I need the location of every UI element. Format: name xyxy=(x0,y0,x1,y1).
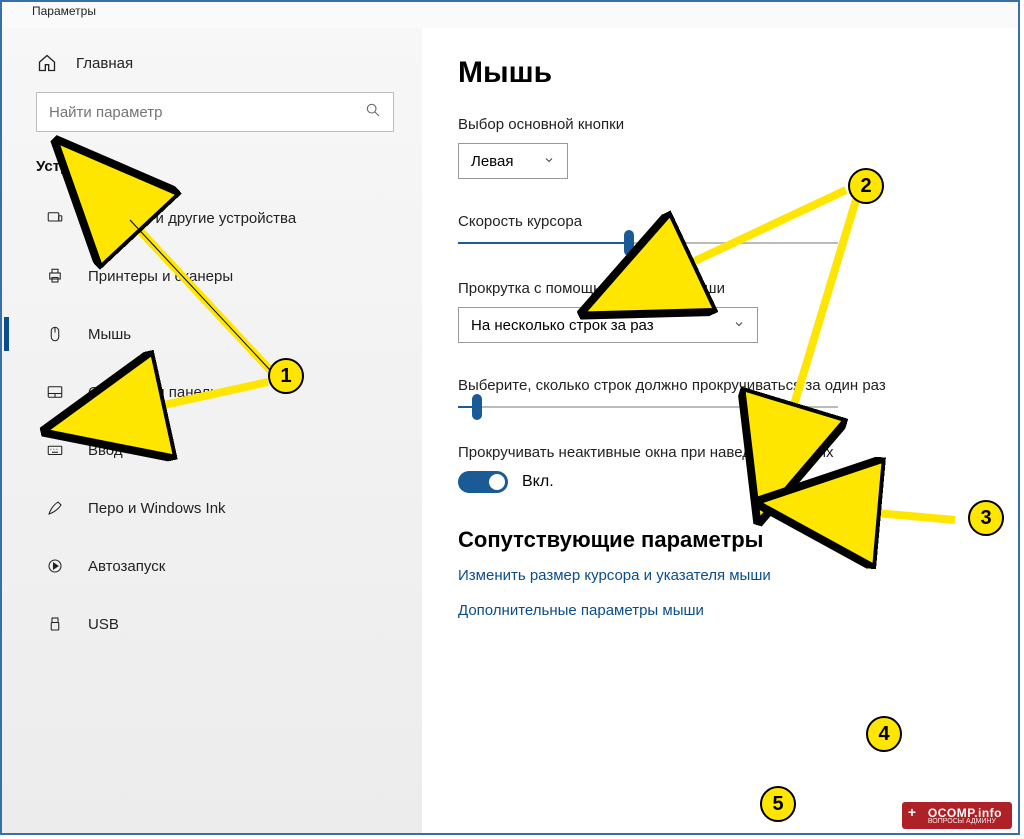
sidebar-item-mouse[interactable]: Мышь xyxy=(2,305,422,363)
annotation-badge-3: 3 xyxy=(968,500,1004,536)
sidebar: Главная Устройства Bluetooth и другие ус… xyxy=(2,28,422,833)
sidebar-section-title: Устройства xyxy=(2,150,422,189)
sidebar-item-touchpad[interactable]: Сенсорная панель xyxy=(2,363,422,421)
wheel-scroll-label: Прокрутка с помощью колесика мыши xyxy=(458,280,982,297)
sidebar-item-label: Ввод xyxy=(88,442,123,459)
sidebar-item-usb[interactable]: USB xyxy=(2,595,422,653)
annotation-badge-2: 2 xyxy=(848,168,884,204)
pen-icon xyxy=(44,497,66,519)
annotation-badge-5: 5 xyxy=(760,786,796,822)
wheel-scroll-value: На несколько строк за раз xyxy=(471,317,654,334)
touchpad-icon xyxy=(44,381,66,403)
sidebar-item-label: Сенсорная панель xyxy=(88,384,218,401)
search-input-wrapper[interactable] xyxy=(36,92,394,132)
autoplay-icon xyxy=(44,555,66,577)
main-panel: Мышь Выбор основной кнопки Левая Скорост… xyxy=(422,28,1018,833)
lines-scroll-label: Выберите, сколько строк должно прокручив… xyxy=(458,377,982,394)
primary-button-value: Левая xyxy=(471,153,513,170)
sidebar-item-label: Автозапуск xyxy=(88,558,165,575)
lines-scroll-slider[interactable] xyxy=(458,404,838,410)
watermark: OCOMP.info ВОПРОСЫ АДМИНУ xyxy=(902,802,1012,829)
keyboard-icon xyxy=(44,439,66,461)
sidebar-item-label: USB xyxy=(88,616,119,633)
primary-button-label: Выбор основной кнопки xyxy=(458,116,982,133)
chevron-down-icon xyxy=(733,317,745,334)
mouse-icon xyxy=(44,323,66,345)
primary-button-select[interactable]: Левая xyxy=(458,143,568,179)
wheel-scroll-select[interactable]: На несколько строк за раз xyxy=(458,307,758,343)
annotation-badge-4: 4 xyxy=(866,716,902,752)
sidebar-home-label: Главная xyxy=(76,55,133,72)
inactive-scroll-label: Прокручивать неактивные окна при наведен… xyxy=(458,444,982,461)
related-title: Сопутствующие параметры xyxy=(458,527,982,553)
sidebar-item-typing[interactable]: Ввод xyxy=(2,421,422,479)
cursor-speed-slider[interactable] xyxy=(458,240,838,246)
sidebar-item-label: Bluetooth и другие устройства xyxy=(88,210,296,227)
sidebar-item-autoplay[interactable]: Автозапуск xyxy=(2,537,422,595)
annotation-badge-1: 1 xyxy=(268,358,304,394)
related-link-cursor-size[interactable]: Изменить размер курсора и указателя мыши xyxy=(458,567,982,584)
sidebar-item-printers[interactable]: Принтеры и сканеры xyxy=(2,247,422,305)
sidebar-home[interactable]: Главная xyxy=(2,38,422,92)
search-input[interactable] xyxy=(49,104,365,121)
window-title: Параметры xyxy=(2,2,1018,28)
sidebar-item-label: Перо и Windows Ink xyxy=(88,500,226,517)
usb-icon xyxy=(44,613,66,635)
sidebar-item-label: Принтеры и сканеры xyxy=(88,268,233,285)
sidebar-item-label: Мышь xyxy=(88,326,131,343)
printer-icon xyxy=(44,265,66,287)
cursor-speed-label: Скорость курсора xyxy=(458,213,982,230)
search-icon xyxy=(365,102,381,123)
related-link-advanced-mouse[interactable]: Дополнительные параметры мыши xyxy=(458,602,982,619)
home-icon xyxy=(36,52,58,74)
sidebar-item-bluetooth[interactable]: Bluetooth и другие устройства xyxy=(2,189,422,247)
inactive-scroll-toggle[interactable] xyxy=(458,471,508,493)
inactive-scroll-state: Вкл. xyxy=(522,473,554,491)
chevron-down-icon xyxy=(543,153,555,170)
sidebar-item-pen[interactable]: Перо и Windows Ink xyxy=(2,479,422,537)
bluetooth-icon xyxy=(44,207,66,229)
page-title: Мышь xyxy=(458,56,982,90)
